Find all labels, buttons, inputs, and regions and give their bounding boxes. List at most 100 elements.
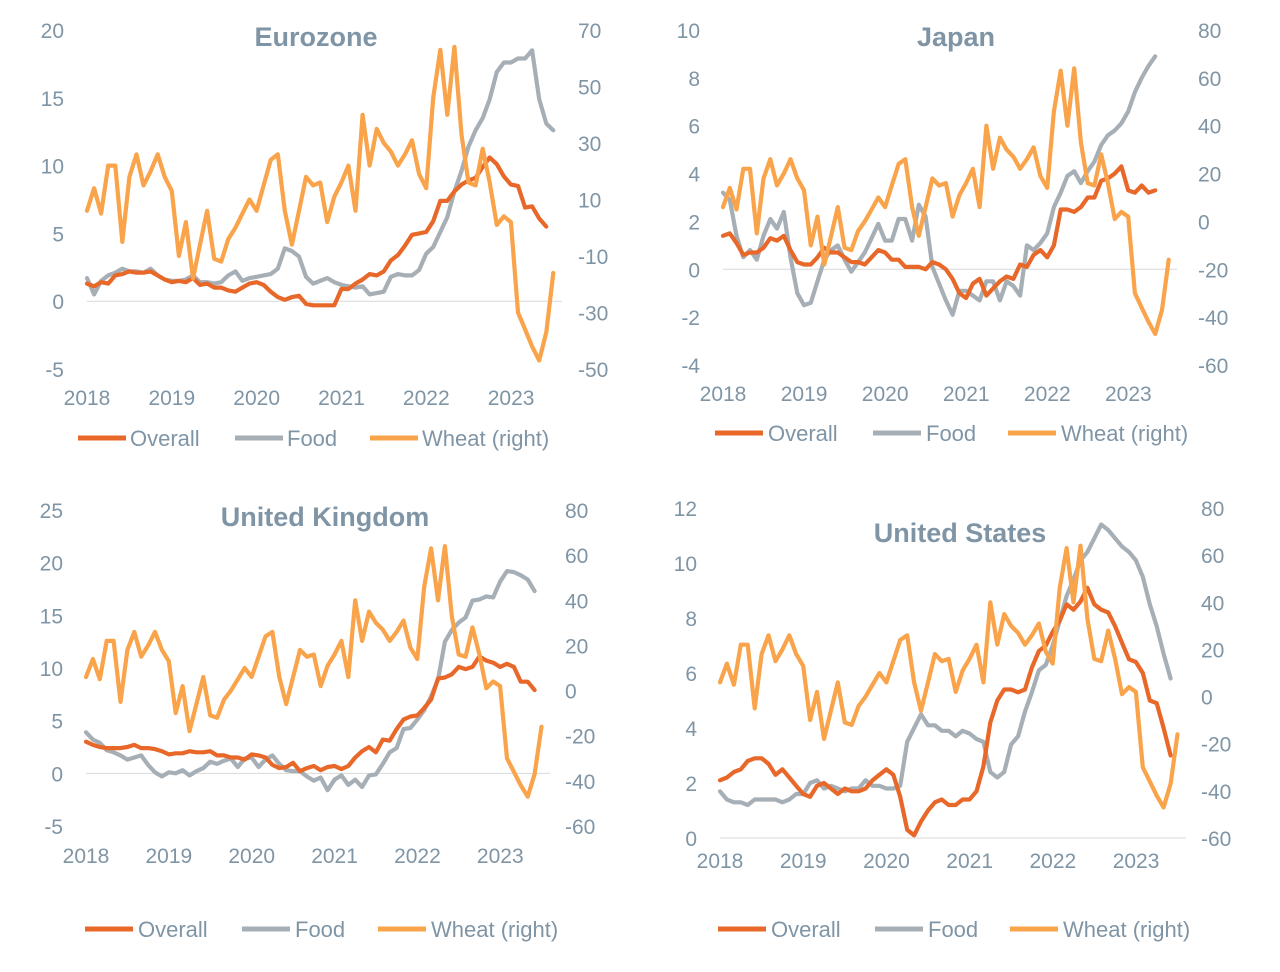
y-right-tick-label: -60 <box>565 816 595 839</box>
series-line-wheat <box>720 66 1171 336</box>
x-tick-label: 2018 <box>700 383 747 406</box>
chart-svg: United Kingdom -5 0 5 10 15 20 25 -60 -40 -20 0 20 40… <box>40 500 596 942</box>
series-line-wheat <box>84 44 556 363</box>
y-left-tick-label: 12 <box>674 498 697 521</box>
legend-label-overall: Overall <box>768 421 838 446</box>
legend-label-food: Food <box>928 917 978 942</box>
y-left-tick-label: 8 <box>685 608 697 631</box>
series-line-food <box>84 48 556 297</box>
x-tick-label: 2019 <box>780 850 827 873</box>
y-right-tick-label: 30 <box>578 133 601 156</box>
x-tick-label: 2021 <box>318 387 365 410</box>
y-left-tick-label: 5 <box>51 711 63 734</box>
y-right-tick-label: 40 <box>1198 116 1221 139</box>
y-right-tick-label: 80 <box>1198 20 1221 43</box>
y-right-tick-label: -20 <box>565 726 595 749</box>
chart-svg: United States 0 2 4 6 8 10 12 -60 -40 -20 0 20 40 60 80… <box>674 498 1232 942</box>
legend-label-wheat: Wheat (right) <box>1061 421 1188 446</box>
y-right-tick-label: 0 <box>1201 687 1213 710</box>
series-line-food <box>717 522 1173 808</box>
y-right-tick-label: 40 <box>1201 592 1224 615</box>
y-left-tick-label: 2 <box>685 773 697 796</box>
y-left-tick-label: -4 <box>681 355 700 378</box>
y-right-tick-label: -30 <box>578 303 608 326</box>
y-right-tick-label: 10 <box>578 190 601 213</box>
x-tick-label: 2019 <box>781 383 828 406</box>
y-right-tick-label: -20 <box>1198 259 1228 282</box>
legend-label-overall: Overall <box>130 426 200 451</box>
y-left-tick-label: 2 <box>688 211 700 234</box>
y-left-tick-label: 25 <box>40 500 63 523</box>
series-line-overall <box>720 164 1158 301</box>
x-tick-label: 2020 <box>862 383 909 406</box>
series-line-overall <box>717 585 1173 838</box>
y-right-tick-label: -60 <box>1201 828 1231 851</box>
x-tick-label: 2023 <box>477 845 524 868</box>
legend-label-wheat: Wheat (right) <box>1063 917 1190 942</box>
y-left-tick-label: 4 <box>688 164 700 187</box>
legend-label-food: Food <box>926 421 976 446</box>
y-left-tick-label: 15 <box>41 88 64 111</box>
chart-title: Japan <box>917 22 995 52</box>
y-right-tick-label: 0 <box>565 681 577 704</box>
x-tick-label: 2020 <box>228 845 275 868</box>
y-right-tick-label: -40 <box>565 771 595 794</box>
chart-title: Eurozone <box>254 22 377 52</box>
y-right-tick-label: 20 <box>565 635 588 658</box>
y-left-tick-label: 10 <box>674 553 697 576</box>
chart-title: United States <box>874 518 1047 548</box>
series-line-food <box>83 569 537 793</box>
y-right-tick-label: -10 <box>578 246 608 269</box>
y-right-tick-label: 70 <box>578 20 601 43</box>
y-right-tick-label: 60 <box>1201 545 1224 568</box>
y-left-tick-label: 6 <box>685 663 697 686</box>
x-tick-label: 2021 <box>946 850 993 873</box>
x-tick-label: 2018 <box>64 387 111 410</box>
y-left-tick-label: 10 <box>41 156 64 179</box>
x-tick-label: 2022 <box>1024 383 1071 406</box>
chart-panel-japan: Japan -4 -2 0 2 4 6 8 10 -60 -40 -20 0 20 40 60 80 2018 20… <box>640 0 1280 486</box>
legend-label-overall: Overall <box>138 917 208 942</box>
y-right-tick-label: 50 <box>578 77 601 100</box>
y-right-tick-label: 20 <box>1201 639 1224 662</box>
legend-label-food: Food <box>287 426 337 451</box>
series-line-food <box>720 54 1158 317</box>
x-tick-label: 2019 <box>148 387 195 410</box>
chart-title: United Kingdom <box>221 502 429 532</box>
y-left-tick-label: 0 <box>51 763 63 786</box>
x-tick-label: 2022 <box>1029 850 1076 873</box>
series-line-wheat <box>717 543 1180 810</box>
y-left-tick-label: 0 <box>52 291 64 314</box>
x-tick-label: 2023 <box>1113 850 1160 873</box>
y-right-tick-label: 40 <box>565 590 588 613</box>
chart-panel-united-states: United States 0 2 4 6 8 10 12 -60 -40 -20 0 20 40 60 80… <box>640 486 1280 972</box>
legend-label-wheat: Wheat (right) <box>431 917 558 942</box>
x-tick-label: 2022 <box>394 845 441 868</box>
y-right-tick-label: 60 <box>1198 68 1221 91</box>
y-left-tick-label: 4 <box>685 718 697 741</box>
series-line-wheat <box>83 544 544 799</box>
y-right-tick-label: -60 <box>1198 355 1228 378</box>
y-left-tick-label: 10 <box>677 20 700 43</box>
y-left-tick-label: -5 <box>45 359 64 382</box>
x-tick-label: 2020 <box>863 850 910 873</box>
legend-label-wheat: Wheat (right) <box>422 426 549 451</box>
y-left-tick-label: 5 <box>52 223 64 246</box>
y-right-tick-label: -50 <box>578 359 608 382</box>
series-line-overall <box>83 654 537 774</box>
chart-panel-united-kingdom: United Kingdom -5 0 5 10 15 20 25 -60 -40 -20 0 20 40… <box>0 486 640 972</box>
y-right-tick-label: 80 <box>565 500 588 523</box>
y-right-tick-label: -20 <box>1201 734 1231 757</box>
x-tick-label: 2018 <box>697 850 744 873</box>
y-left-tick-label: 0 <box>688 259 700 282</box>
legend-label-overall: Overall <box>771 917 841 942</box>
x-tick-label: 2019 <box>145 845 192 868</box>
x-tick-label: 2021 <box>311 845 358 868</box>
y-left-tick-label: 6 <box>688 116 700 139</box>
x-tick-label: 2018 <box>63 845 110 868</box>
y-right-tick-label: 60 <box>565 545 588 568</box>
y-left-tick-label: -2 <box>681 307 700 330</box>
y-right-tick-label: 20 <box>1198 164 1221 187</box>
